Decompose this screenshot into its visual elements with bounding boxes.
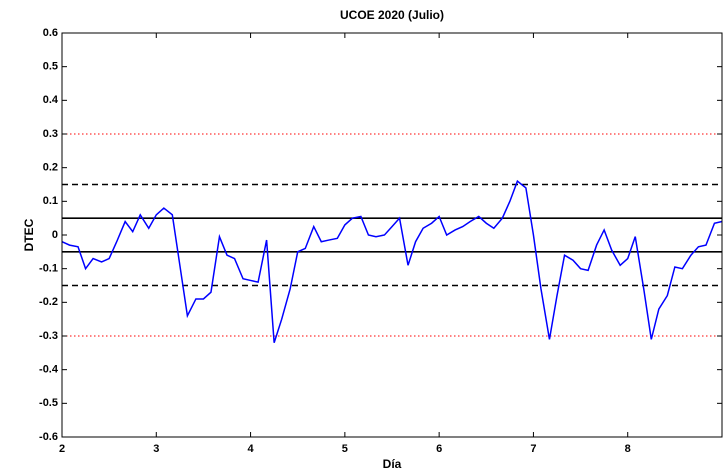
y-tick-label: 0.1 (43, 195, 58, 207)
y-tick-label: 0.2 (43, 162, 58, 174)
y-tick-label: 0.4 (43, 94, 59, 106)
y-tick-label: 0.5 (43, 61, 58, 73)
x-tick-label: 7 (530, 443, 536, 455)
y-tick-label: 0 (52, 229, 58, 241)
y-tick-label: -0.6 (39, 431, 58, 443)
y-tick-label: -0.3 (39, 330, 58, 342)
x-tick-label: 4 (248, 443, 255, 455)
chart-title: UCOE 2020 (Julio) (340, 8, 444, 22)
y-tick-label: -0.1 (39, 263, 58, 275)
y-tick-label: 0.3 (43, 128, 58, 140)
x-tick-label: 3 (153, 443, 159, 455)
y-tick-label: -0.5 (39, 397, 58, 409)
y-tick-label: 0.6 (43, 27, 58, 39)
x-tick-label: 6 (436, 443, 442, 455)
x-axis-label: Día (383, 457, 402, 471)
y-tick-label: -0.4 (39, 364, 59, 376)
x-tick-label: 5 (342, 443, 348, 455)
data-line (61, 179, 723, 343)
x-tick-label: 2 (59, 443, 65, 455)
y-axis-label: DTEC (22, 218, 36, 251)
y-tick-label: -0.2 (39, 296, 58, 308)
x-tick-label: 8 (625, 443, 631, 455)
plot-frame (61, 32, 723, 438)
